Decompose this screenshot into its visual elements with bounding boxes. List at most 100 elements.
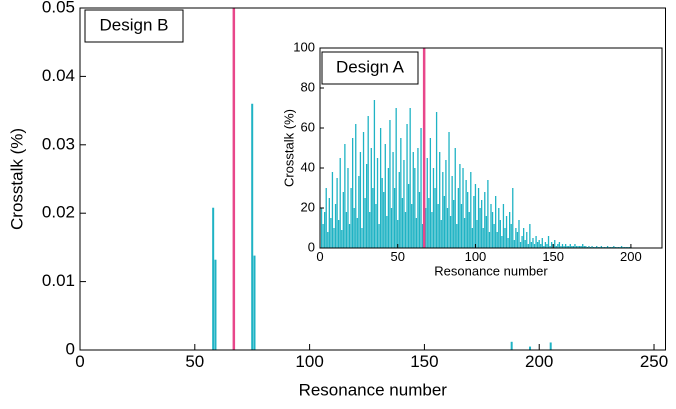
bar (421, 224, 424, 248)
bar (522, 228, 525, 248)
bar (543, 246, 545, 248)
bar (251, 103, 254, 350)
bar (613, 246, 615, 248)
bar (510, 224, 512, 248)
bar (404, 212, 407, 248)
y-tick-label: 0.03 (42, 134, 75, 153)
bar (456, 224, 458, 248)
chart-label: Design A (336, 57, 405, 76)
bar (491, 212, 494, 248)
bar (412, 152, 414, 248)
bar (411, 204, 413, 248)
bar (527, 244, 529, 248)
bar (392, 152, 394, 248)
x-tick-label: 50 (185, 352, 204, 371)
bar (606, 246, 609, 248)
bar (373, 100, 376, 248)
bar (544, 242, 547, 248)
bar (434, 188, 436, 248)
x-axis-label: Resonance number (299, 380, 448, 399)
bar (583, 246, 585, 248)
bar (453, 200, 455, 248)
bar (338, 220, 340, 248)
bar (435, 112, 438, 248)
bar (487, 180, 489, 248)
bar (467, 192, 469, 248)
bar (451, 176, 453, 248)
x-tick-label: 50 (390, 249, 404, 264)
bar (459, 164, 461, 248)
bar (425, 208, 427, 248)
bar (591, 246, 593, 248)
bar (442, 172, 444, 248)
bar (541, 238, 543, 248)
bar (530, 242, 533, 248)
bar (446, 208, 449, 248)
bar (549, 342, 552, 350)
bar (571, 246, 573, 248)
bar (322, 224, 324, 248)
bar (342, 192, 344, 248)
bar (369, 212, 371, 248)
bar (375, 204, 377, 248)
bar (568, 246, 570, 248)
y-tick-label: 80 (301, 79, 315, 94)
bar (339, 158, 341, 248)
bar (454, 148, 456, 248)
bar (560, 246, 562, 248)
bar (429, 138, 432, 248)
bar (580, 246, 582, 248)
bar (395, 108, 397, 248)
x-tick-label: 200 (525, 352, 553, 371)
bar (418, 192, 421, 248)
bar (414, 168, 416, 248)
y-tick-label: 0 (66, 339, 75, 358)
bar (417, 148, 419, 248)
bar (518, 220, 520, 248)
bar (327, 232, 329, 248)
bar (324, 212, 326, 248)
y-tick-label: 0.01 (42, 271, 75, 290)
bar (482, 228, 484, 248)
x-tick-label: 0 (316, 249, 323, 264)
bar (477, 188, 480, 248)
bar (535, 236, 537, 248)
bar (561, 244, 564, 248)
bar (390, 208, 393, 248)
bar (509, 212, 511, 248)
bar (445, 160, 447, 248)
bar (345, 212, 348, 248)
bar (361, 228, 363, 248)
bar (381, 178, 383, 248)
bar (600, 246, 603, 248)
bar (214, 259, 217, 350)
bar (484, 192, 486, 248)
x-tick-label: 250 (640, 352, 668, 371)
bar (378, 224, 380, 248)
bar (507, 238, 509, 248)
bar (515, 228, 517, 248)
bar (468, 212, 470, 248)
y-tick-label: 0.02 (42, 203, 75, 222)
bar (386, 216, 388, 248)
y-tick-label: 0.05 (42, 0, 75, 16)
bar (449, 216, 452, 248)
bar (355, 124, 357, 248)
bar (557, 244, 559, 248)
bar (428, 198, 430, 248)
bar (383, 192, 385, 248)
bar (331, 172, 334, 248)
x-tick-label: 150 (542, 249, 564, 264)
bar (502, 204, 505, 248)
bar (351, 138, 354, 248)
bar (481, 200, 483, 248)
x-tick-label: 100 (295, 352, 323, 371)
y-tick-label: 40 (301, 159, 315, 174)
bar (572, 246, 575, 248)
plot-frame (79, 7, 666, 351)
bar (350, 188, 352, 248)
bar (470, 172, 472, 248)
bar (563, 246, 565, 248)
bar (501, 236, 503, 248)
